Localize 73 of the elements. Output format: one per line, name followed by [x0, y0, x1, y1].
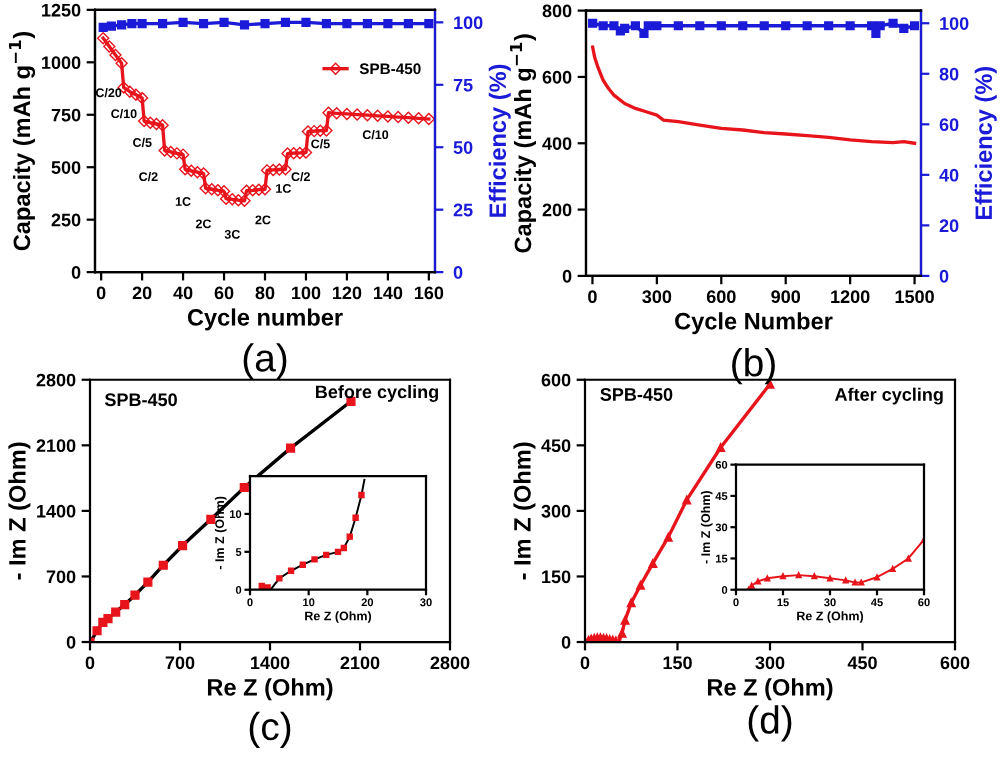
x-tick-label: 40	[173, 286, 193, 300]
y-tick-label: 450	[541, 439, 571, 453]
y2-tick-label: 50	[453, 141, 473, 154]
y-tick-label: 1400	[37, 504, 76, 518]
y2-tick-label: 0	[939, 269, 949, 283]
y-tick-label: 600	[541, 373, 571, 387]
x-tick-label: 20	[132, 286, 152, 300]
y-tick-label: 0	[66, 635, 76, 649]
y-tick-label: 600	[542, 70, 572, 84]
y2-tick-label: 40	[939, 168, 959, 182]
x-tick-label: 900	[771, 290, 801, 304]
x-axis-title: Re Z (Ohm)	[707, 678, 833, 701]
y-tick-label: 150	[542, 570, 571, 584]
y2-tick-label: 80	[939, 67, 959, 81]
y-axis-title: Capacity (mAh g$^{−1}$)	[8, 32, 36, 251]
y-tick-label: 2100	[36, 439, 76, 453]
y2-tick-label: 25	[453, 203, 473, 217]
x-tick-label: 1400	[251, 656, 290, 670]
x-tick-label: 2100	[340, 656, 380, 670]
y-tick-label: 500	[51, 161, 81, 174]
x-tick-label: 1200	[831, 290, 870, 304]
x-tick-label: 0	[96, 286, 106, 300]
text: (a)	[243, 343, 287, 380]
y2-tick-label: 0	[453, 266, 463, 279]
x-tick-label: 150	[663, 656, 692, 670]
x-tick-label: 1500	[895, 290, 934, 304]
y-tick-label: 0	[71, 266, 81, 279]
y2-tick-label: 100	[454, 16, 483, 30]
x-tick-label: 160	[414, 286, 444, 300]
x-tick-label: 0	[588, 290, 597, 304]
y2-tick-label: 100	[940, 17, 969, 30]
annotation: SPB-450	[104, 393, 177, 407]
x-tick-label: 700	[165, 656, 195, 670]
y-tick-label: 0	[562, 269, 572, 283]
annotation: (b)	[732, 347, 775, 385]
y2-tick-label: 75	[453, 78, 473, 92]
y-tick-label: 800	[542, 4, 572, 18]
y2-tick-label: 60	[939, 118, 959, 132]
y-tick-label: 400	[542, 137, 572, 150]
y2-axis-title: Efficiency (%)	[974, 67, 997, 220]
x-axis-title: Cycle Number	[675, 312, 833, 335]
y-axis-title: - Im Z (Ohm)	[513, 442, 536, 580]
x-axis-title: Re Z (Ohm)	[207, 678, 333, 701]
x-tick-label: 300	[642, 290, 672, 304]
y2-tick-label: 20	[939, 219, 959, 233]
x-tick-label: 120	[333, 286, 362, 300]
y-tick-label: 300	[541, 504, 571, 518]
x-tick-label: 300	[755, 656, 785, 670]
text: (c)	[249, 711, 291, 748]
y-tick-label: 1000	[42, 56, 81, 70]
annotation: Before cycling	[315, 385, 438, 402]
y-tick-label: 700	[46, 570, 76, 584]
y-axis-title: - Im Z (Ohm)	[8, 442, 31, 580]
y-tick-label: 200	[542, 203, 572, 217]
x-tick-label: 2800	[430, 656, 470, 670]
y-tick-label: 250	[51, 213, 81, 227]
x-tick-label: 0	[85, 656, 95, 670]
x-tick-label: 600	[940, 656, 970, 670]
y-tick-label: 750	[51, 108, 81, 122]
y-axis-title: Capacity (mAh g$^{−1}$)	[509, 34, 537, 253]
annotation: After cycling	[834, 387, 943, 405]
x-axis-title: Cycle number	[187, 308, 343, 331]
y-tick-label: 2800	[36, 373, 76, 387]
text: (d)	[748, 705, 792, 742]
annotation: SPB-450	[600, 388, 673, 401]
x-tick-label: 140	[373, 286, 403, 300]
x-tick-label: 100	[292, 286, 321, 300]
x-tick-label: 450	[847, 656, 877, 670]
y-tick-label: 1250	[42, 3, 81, 17]
x-tick-label: 80	[255, 286, 275, 300]
y2-axis-title: Efficiency (%)	[488, 64, 511, 217]
y-tick-label: 0	[561, 635, 571, 649]
x-tick-label: 0	[580, 656, 590, 670]
